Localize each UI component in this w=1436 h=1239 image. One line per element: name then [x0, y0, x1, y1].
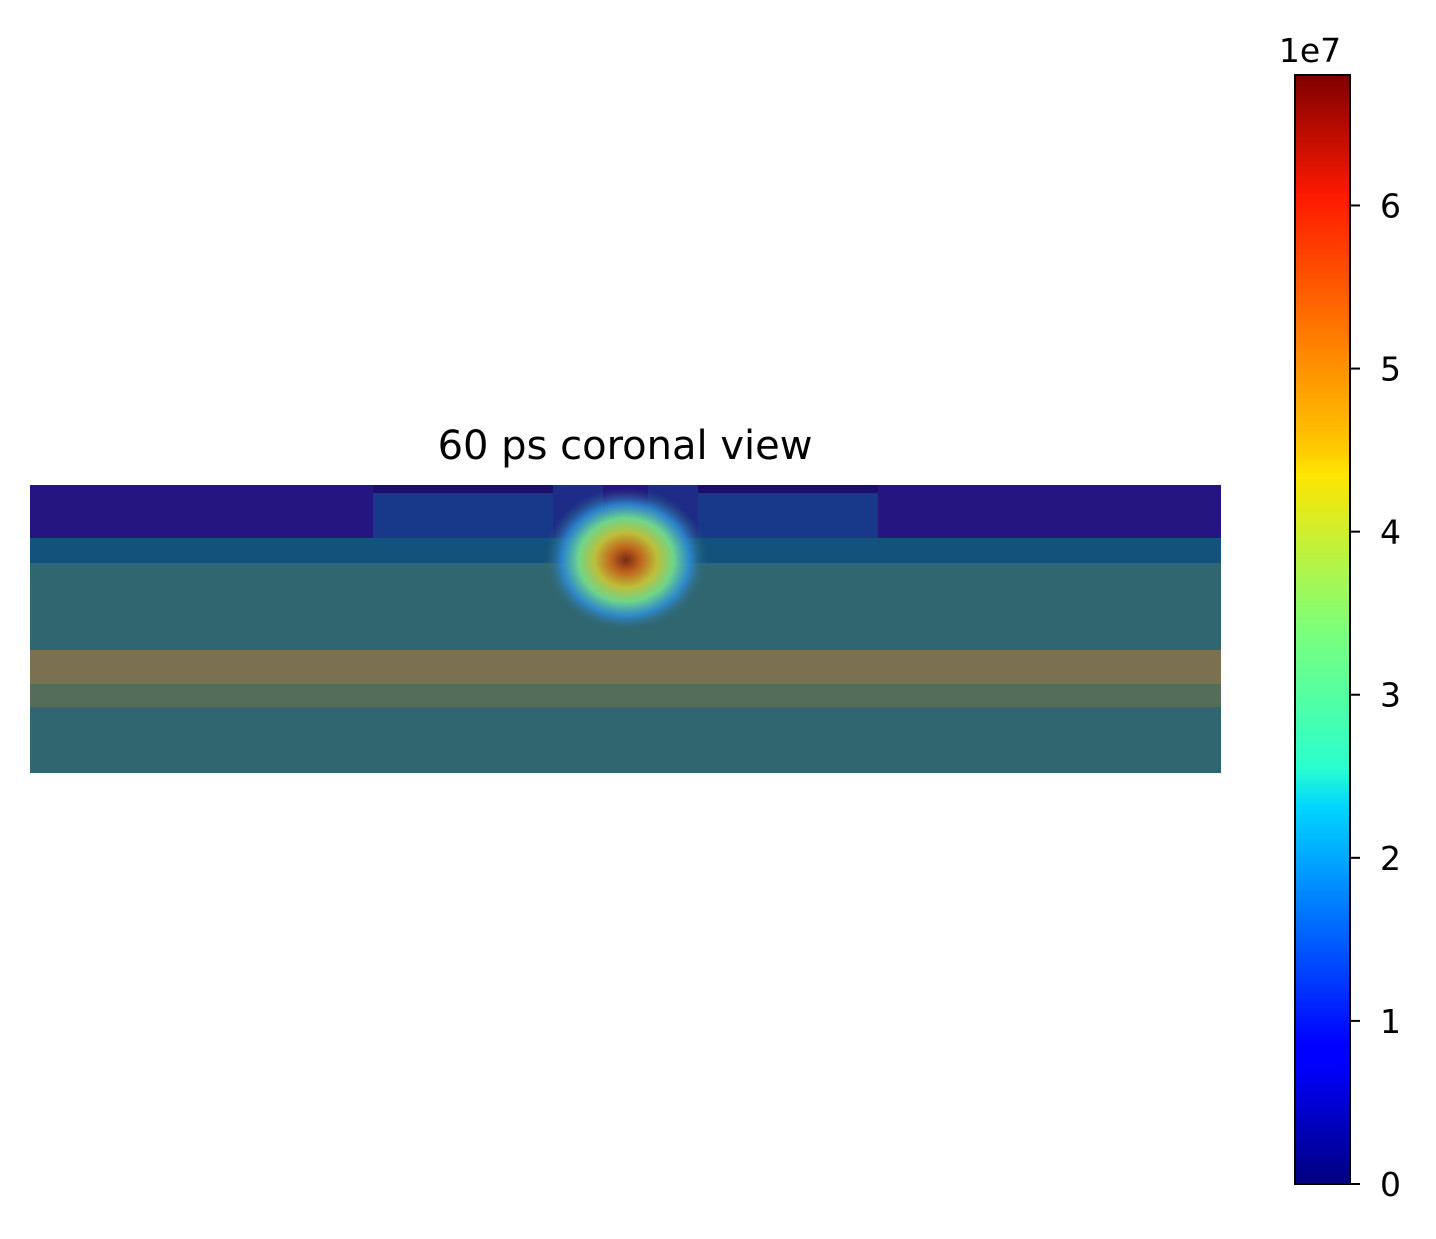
green-band — [30, 684, 1221, 707]
colorbar-ticks: 0 1 2 3 4 5 6 — [1350, 186, 1401, 1204]
tan-band — [30, 650, 1221, 684]
colorbar-gradient — [1294, 74, 1351, 1185]
insert-right — [698, 493, 878, 538]
colorbar-tick-label: 1 — [1380, 1002, 1401, 1041]
colorbar: 1e7 0 1 2 3 4 5 6 — [1279, 31, 1401, 1204]
top-edge-left — [373, 485, 553, 493]
top-edge-right — [698, 485, 878, 493]
hotspot — [544, 488, 708, 632]
heatmap-image — [30, 485, 1221, 773]
colorbar-tick-label: 3 — [1380, 676, 1401, 715]
colorbar-tick-label: 2 — [1380, 839, 1401, 878]
colorbar-tick-label: 0 — [1380, 1165, 1401, 1204]
colorbar-tick-label: 4 — [1380, 513, 1401, 552]
chart-title: 60 ps coronal view — [438, 423, 813, 469]
colorbar-tick-label: 5 — [1380, 350, 1401, 389]
insert-left — [373, 493, 553, 538]
colorbar-tick-label: 6 — [1380, 186, 1401, 225]
colorbar-offset-label: 1e7 — [1279, 31, 1341, 70]
